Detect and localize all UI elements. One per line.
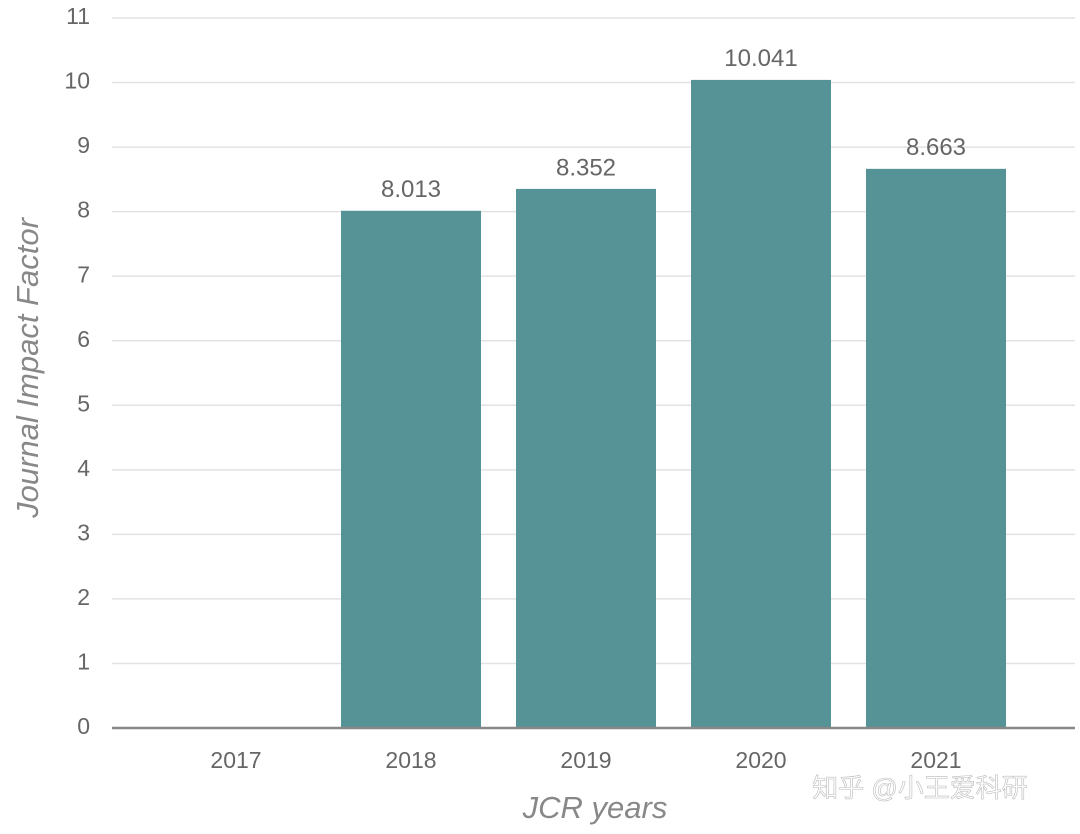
y-tick-label: 9	[77, 132, 90, 158]
x-tick-label: 2018	[385, 747, 436, 773]
y-tick-label: 1	[77, 649, 90, 675]
watermark: 知乎 @小王爱科研	[812, 773, 1028, 803]
y-axis-title: Journal Impact Factor	[10, 216, 45, 518]
x-tick-label: 2019	[560, 747, 611, 773]
bar	[866, 168, 1006, 729]
y-tick-label: 7	[77, 261, 90, 287]
bar	[341, 210, 481, 729]
y-tick-label: 0	[77, 713, 90, 739]
value-label: 8.352	[556, 154, 616, 181]
value-label: 8.013	[381, 176, 441, 203]
y-tick-label: 6	[77, 326, 90, 352]
x-tick-label: 2017	[210, 747, 261, 773]
y-tick-label: 5	[77, 390, 90, 416]
bar	[516, 188, 656, 728]
y-tick-label: 3	[77, 519, 90, 545]
value-label: 8.663	[906, 134, 966, 161]
y-tick-label: 8	[77, 197, 90, 223]
y-tick-label: 11	[66, 3, 90, 29]
x-axis-title: JCR years	[522, 790, 668, 825]
x-tick-label: 2020	[735, 747, 786, 773]
y-tick-label: 4	[77, 455, 90, 481]
y-tick-label: 10	[64, 68, 90, 94]
value-label: 10.041	[724, 45, 797, 72]
x-tick-label: 2021	[910, 747, 961, 773]
bar	[691, 79, 831, 728]
y-tick-label: 2	[77, 584, 90, 610]
